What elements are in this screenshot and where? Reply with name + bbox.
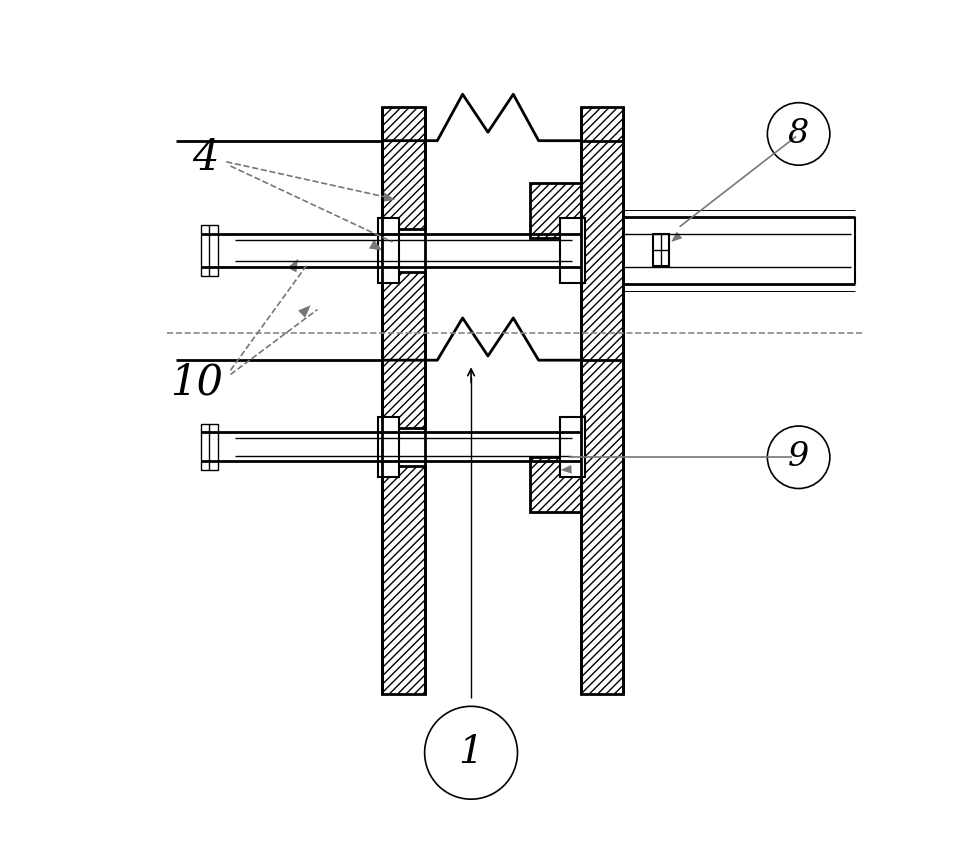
Bar bbox=[530, 457, 581, 512]
Bar bbox=[560, 417, 585, 477]
Bar bbox=[200, 424, 218, 470]
Bar bbox=[383, 272, 425, 428]
Polygon shape bbox=[369, 240, 383, 251]
Text: 9: 9 bbox=[788, 441, 809, 473]
Polygon shape bbox=[561, 465, 572, 473]
Bar bbox=[383, 107, 425, 230]
Text: 1: 1 bbox=[458, 734, 483, 772]
Bar bbox=[200, 225, 218, 276]
Text: 8: 8 bbox=[788, 118, 809, 150]
Polygon shape bbox=[288, 259, 298, 273]
Polygon shape bbox=[298, 305, 311, 318]
Bar bbox=[378, 417, 399, 477]
Text: 10: 10 bbox=[170, 362, 223, 404]
Bar bbox=[581, 107, 623, 694]
Bar bbox=[653, 235, 668, 267]
Bar bbox=[378, 219, 399, 283]
Bar bbox=[383, 466, 425, 694]
Polygon shape bbox=[382, 192, 395, 202]
Text: 4: 4 bbox=[192, 136, 219, 179]
Polygon shape bbox=[671, 231, 683, 242]
Bar bbox=[560, 219, 585, 283]
Bar bbox=[530, 183, 581, 238]
